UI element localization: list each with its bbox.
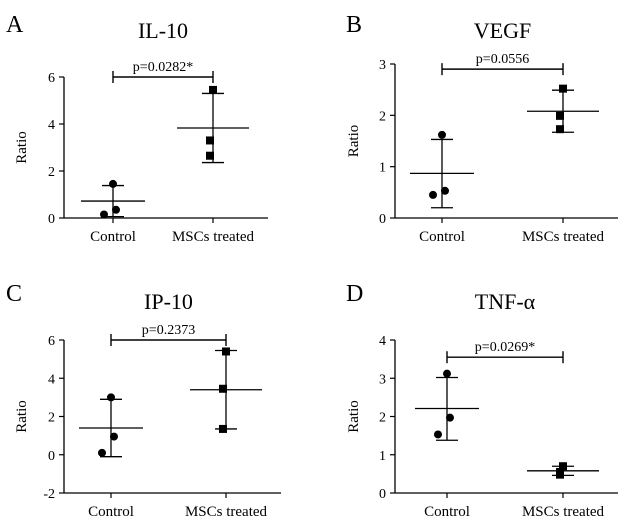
y-tick-label: 4 xyxy=(48,118,55,133)
p-value-label: p=0.0269* xyxy=(475,340,535,355)
x-category-label: Control xyxy=(88,504,134,520)
data-point-square xyxy=(556,111,564,120)
y-axis-label: Ratio xyxy=(346,400,362,433)
data-point-square xyxy=(219,424,227,433)
data-point-square xyxy=(222,347,230,356)
data-point-circle xyxy=(438,130,446,139)
data-point-circle xyxy=(110,432,118,441)
panel-letter: A xyxy=(6,12,24,38)
chart-title: IL-10 xyxy=(138,18,188,43)
panel-letter: B xyxy=(346,12,362,38)
y-tick-label: 6 xyxy=(48,334,55,349)
panel-letter: C xyxy=(6,281,22,307)
data-point-circle xyxy=(107,393,115,402)
data-point-square xyxy=(206,151,214,160)
chart-title: VEGF xyxy=(474,18,531,43)
y-tick-label: 6 xyxy=(48,71,55,86)
data-point-circle xyxy=(446,413,454,422)
data-point-circle xyxy=(434,430,442,439)
data-point-circle xyxy=(100,210,108,219)
x-category-label: MSCs treated xyxy=(522,504,605,520)
y-tick-label: 2 xyxy=(48,165,55,180)
panel-letter: D xyxy=(346,281,363,307)
y-tick-label: 2 xyxy=(48,411,55,426)
p-value-label: p=0.0282* xyxy=(133,60,193,75)
y-axis-label: Ratio xyxy=(14,131,30,164)
data-point-square xyxy=(206,136,214,145)
y-tick-label: 1 xyxy=(379,161,386,176)
data-point-circle xyxy=(98,448,106,457)
y-tick-label: 4 xyxy=(48,372,55,387)
y-tick-label: 1 xyxy=(379,449,386,464)
data-point-square xyxy=(559,84,567,93)
y-tick-label: -2 xyxy=(43,487,55,502)
data-point-circle xyxy=(441,186,449,195)
x-category-label: MSCs treated xyxy=(172,229,255,245)
data-point-square xyxy=(556,470,564,479)
x-category-label: Control xyxy=(424,504,470,520)
y-axis-label: Ratio xyxy=(346,125,362,158)
x-category-label: MSCs treated xyxy=(185,504,268,520)
x-category-label: MSCs treated xyxy=(522,229,605,245)
y-tick-label: 0 xyxy=(379,212,386,227)
data-point-circle xyxy=(429,190,437,199)
data-point-circle xyxy=(112,205,120,214)
data-point-square xyxy=(556,125,564,134)
y-axis-label: Ratio xyxy=(14,400,30,433)
chart-title: TNF-α xyxy=(475,289,536,314)
y-tick-label: 2 xyxy=(379,109,386,124)
y-tick-label: 0 xyxy=(48,449,55,464)
data-point-square xyxy=(219,384,227,393)
y-tick-label: 0 xyxy=(48,212,55,227)
p-value-label: p=0.0556 xyxy=(476,52,529,67)
data-point-circle xyxy=(443,369,451,378)
y-tick-label: 2 xyxy=(379,411,386,426)
y-tick-label: 3 xyxy=(379,372,386,387)
y-tick-label: 4 xyxy=(379,334,386,349)
x-category-label: Control xyxy=(90,229,136,245)
x-category-label: Control xyxy=(419,229,465,245)
y-tick-label: 3 xyxy=(379,58,386,73)
chart-title: IP-10 xyxy=(144,289,193,314)
y-tick-label: 0 xyxy=(379,487,386,502)
data-point-square xyxy=(559,462,567,471)
data-point-square xyxy=(209,85,217,94)
data-point-circle xyxy=(109,179,117,188)
p-value-label: p=0.2373 xyxy=(142,323,195,338)
